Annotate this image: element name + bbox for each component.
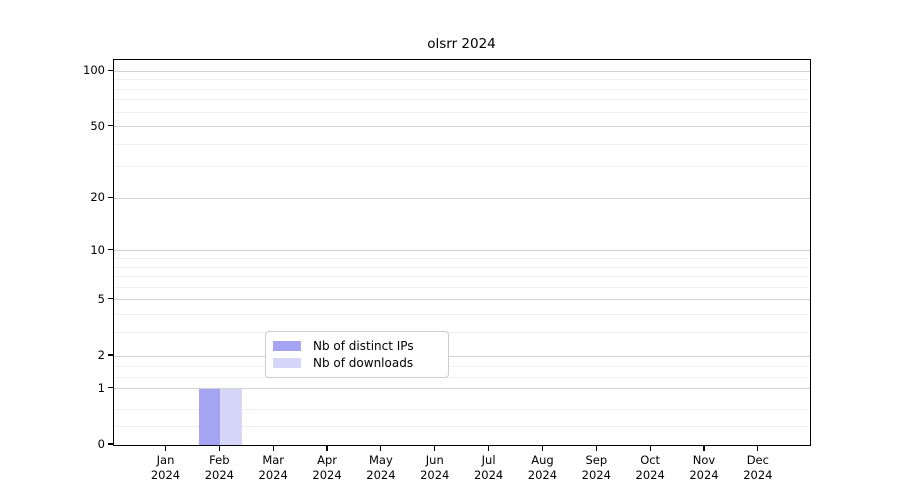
x-tick-label: Aug 2024 xyxy=(527,453,558,482)
x-tick-label: Oct 2024 xyxy=(635,453,665,482)
x-tick-label: Nov 2024 xyxy=(689,453,719,482)
y-axis-tick xyxy=(108,443,113,445)
x-tick-label: Jul 2024 xyxy=(473,453,504,482)
minor-gridline xyxy=(114,314,810,316)
y-tick-label: 100 xyxy=(83,63,105,78)
minor-gridline xyxy=(114,332,810,334)
y-tick-label: 10 xyxy=(90,242,105,257)
x-axis-tick xyxy=(649,445,651,451)
legend-swatch xyxy=(273,340,301,351)
minor-gridline xyxy=(114,409,810,410)
minor-gridline xyxy=(114,88,810,90)
y-tick-label: 2 xyxy=(97,348,105,363)
minor-gridline xyxy=(114,143,810,145)
x-axis-tick xyxy=(272,445,274,451)
major-gridline xyxy=(114,250,810,252)
minor-gridline xyxy=(114,258,810,259)
minor-gridline xyxy=(114,79,810,81)
minor-gridline xyxy=(114,365,810,367)
major-gridline xyxy=(114,197,810,199)
minor-gridline xyxy=(114,377,810,379)
legend: Nb of distinct IPs Nb of downloads xyxy=(265,331,449,378)
x-tick-label: Jun 2024 xyxy=(420,453,450,482)
minor-gridline xyxy=(114,286,810,288)
x-axis-tick xyxy=(218,445,220,451)
bar-distinct-ips xyxy=(198,388,221,445)
x-tick-label: Jan 2024 xyxy=(150,453,181,482)
major-gridline xyxy=(114,388,810,390)
x-tick-label: Feb 2024 xyxy=(204,453,234,482)
y-axis-tick xyxy=(108,354,113,356)
minor-gridline xyxy=(114,426,810,428)
bar-downloads xyxy=(220,388,242,445)
y-axis-tick xyxy=(108,387,113,389)
y-tick-label: 1 xyxy=(97,380,105,395)
y-axis-tick xyxy=(108,124,113,127)
major-gridline xyxy=(114,70,810,72)
legend-swatch xyxy=(273,358,301,369)
minor-gridline xyxy=(114,99,810,101)
x-axis-tick xyxy=(703,445,705,451)
chart-title: olsrr 2024 xyxy=(427,36,496,52)
plot-area xyxy=(113,59,811,446)
legend-label: Nb of downloads xyxy=(313,356,414,371)
minor-gridline xyxy=(114,276,810,278)
x-axis-tick xyxy=(434,445,436,451)
y-tick-label: 20 xyxy=(90,190,105,205)
legend-item: Nb of distinct IPs xyxy=(273,337,439,355)
minor-gridline xyxy=(114,166,810,168)
x-axis-tick xyxy=(595,445,597,451)
x-tick-label: Apr 2024 xyxy=(312,453,342,482)
x-tick-label: May 2024 xyxy=(366,453,396,482)
y-axis-tick xyxy=(108,69,113,71)
y-tick-label: 50 xyxy=(90,118,105,133)
major-gridline xyxy=(114,299,810,301)
x-axis-tick xyxy=(757,445,759,451)
x-tick-label: Dec 2024 xyxy=(743,453,773,482)
y-axis-tick xyxy=(108,298,113,300)
legend-item: Nb of downloads xyxy=(273,355,439,373)
legend-label: Nb of distinct IPs xyxy=(313,338,414,353)
x-tick-label: Mar 2024 xyxy=(258,453,288,482)
y-axis-tick xyxy=(108,196,113,198)
x-axis-tick xyxy=(488,445,490,451)
y-tick-label: 0 xyxy=(97,437,105,451)
minor-gridline xyxy=(114,266,810,268)
x-tick-label: Sep 2024 xyxy=(581,453,611,482)
y-tick-label: 5 xyxy=(97,291,105,306)
x-axis-tick xyxy=(164,445,167,451)
minor-gridline xyxy=(114,111,810,113)
major-gridline xyxy=(114,355,810,357)
x-axis-tick xyxy=(380,445,382,451)
x-axis-tick xyxy=(326,445,328,451)
x-axis-tick xyxy=(541,445,544,451)
y-axis-tick xyxy=(108,249,113,251)
major-gridline xyxy=(114,126,810,128)
